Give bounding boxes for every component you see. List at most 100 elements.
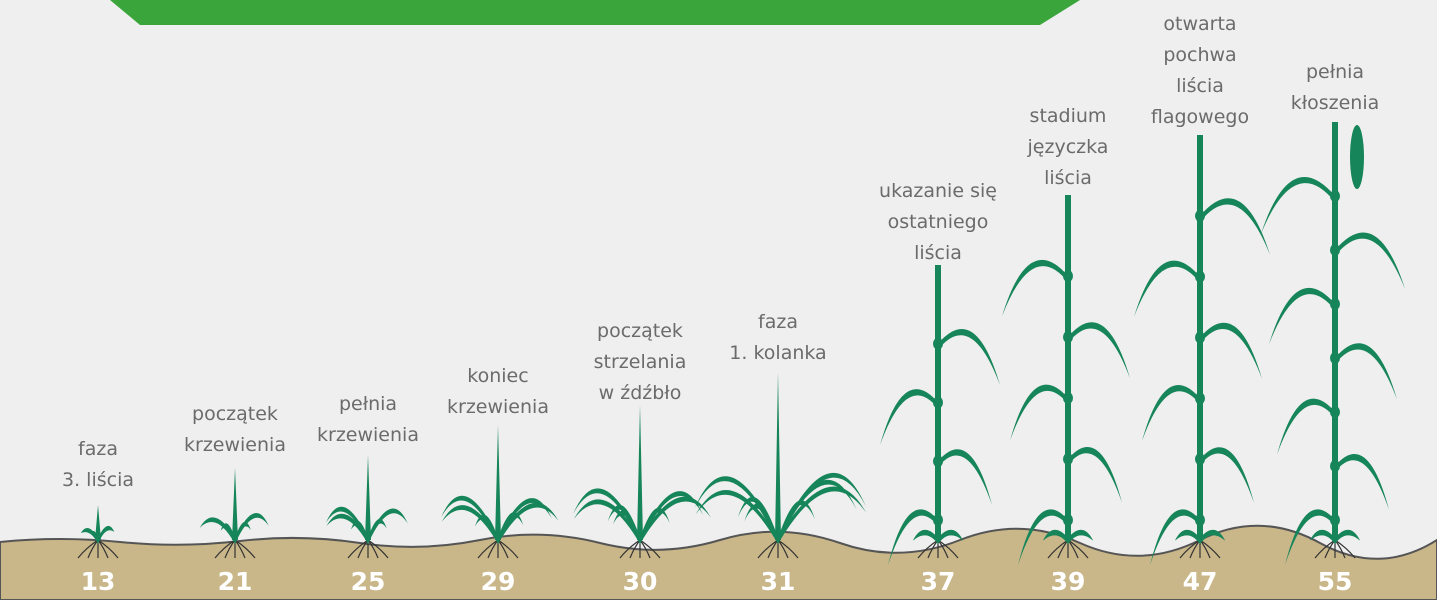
leaf xyxy=(640,496,711,544)
plants xyxy=(77,122,1405,565)
plant xyxy=(1261,122,1405,565)
leaf xyxy=(778,500,815,544)
stage-label: flagowego xyxy=(1151,106,1249,128)
stage-label: języczka xyxy=(1027,136,1109,158)
leaf xyxy=(1285,509,1335,565)
leaf xyxy=(1150,509,1200,565)
stage-code: 37 xyxy=(921,567,956,596)
leaf xyxy=(737,496,778,544)
stage-label: krzewienia xyxy=(317,424,419,446)
soil xyxy=(0,524,1437,600)
leaf xyxy=(80,527,98,544)
plant xyxy=(77,505,119,559)
leaf xyxy=(326,513,368,544)
leaf xyxy=(498,512,524,544)
leaf xyxy=(637,405,643,540)
stage-label: krzewienia xyxy=(447,396,549,418)
node xyxy=(1063,331,1073,343)
stage-label: ostatniego xyxy=(888,211,989,233)
node xyxy=(1063,453,1073,465)
stage-label: liścia xyxy=(914,242,962,264)
node xyxy=(1195,514,1205,526)
leaf xyxy=(778,472,866,544)
stage-label: krzewienia xyxy=(184,434,286,456)
leaf xyxy=(1068,447,1122,503)
leaf xyxy=(1010,384,1068,441)
stage-label: liścia xyxy=(1176,75,1224,97)
stage-label: początek xyxy=(597,320,683,342)
stage-label: 1. kolanka xyxy=(729,342,826,364)
stage-label: otwarta xyxy=(1163,13,1236,35)
leaf xyxy=(1200,322,1262,379)
leaf xyxy=(573,499,640,544)
node xyxy=(933,514,943,526)
node xyxy=(1195,331,1205,344)
leaf xyxy=(1269,287,1335,345)
plant xyxy=(1134,135,1270,565)
stage-label: strzelania xyxy=(594,351,687,373)
stage-label: kłoszenia xyxy=(1291,92,1380,114)
root xyxy=(97,539,119,559)
root xyxy=(477,539,499,559)
node xyxy=(1330,460,1340,472)
leaf xyxy=(938,449,992,506)
node xyxy=(1063,514,1073,526)
leaf xyxy=(325,506,368,544)
leaf xyxy=(95,505,101,540)
leaf xyxy=(1134,260,1200,317)
leaf xyxy=(1043,529,1068,544)
stage-code: 30 xyxy=(623,567,658,596)
stage-code: 39 xyxy=(1051,567,1086,596)
leaf xyxy=(1002,259,1068,317)
leaf xyxy=(1018,509,1068,565)
stage-label: pochwa xyxy=(1163,44,1236,66)
root xyxy=(619,539,641,559)
leaf xyxy=(441,495,498,544)
ear xyxy=(1350,125,1364,189)
node xyxy=(933,455,943,468)
leaf xyxy=(913,529,938,544)
leaf xyxy=(640,507,670,544)
plant xyxy=(325,455,408,559)
leaf xyxy=(235,521,251,544)
stage-label: w źdźbło xyxy=(599,382,682,404)
leaf xyxy=(1068,529,1093,544)
stage-label: pełnia xyxy=(339,393,397,415)
leaf xyxy=(365,455,371,540)
leaf xyxy=(1200,447,1254,503)
leaf xyxy=(1335,529,1360,544)
leaf xyxy=(775,372,781,540)
leaf xyxy=(498,498,552,544)
leaf xyxy=(1335,454,1389,510)
node xyxy=(1330,406,1340,418)
node xyxy=(1195,270,1205,283)
stage-label: faza xyxy=(758,311,798,333)
root xyxy=(77,539,99,559)
leaf xyxy=(694,476,778,544)
leaf xyxy=(1277,398,1335,455)
node xyxy=(933,337,943,350)
root xyxy=(214,539,236,559)
node xyxy=(1195,209,1205,222)
node xyxy=(1063,392,1073,404)
node xyxy=(1330,514,1340,526)
node xyxy=(1330,352,1340,364)
leaf xyxy=(498,502,559,544)
node xyxy=(933,396,943,409)
stage-code: 47 xyxy=(1183,567,1218,596)
leaf xyxy=(232,468,238,540)
leaf xyxy=(573,488,640,544)
plant xyxy=(441,425,559,559)
leaf xyxy=(1068,322,1130,379)
leaf xyxy=(607,504,640,544)
stage-label: stadium xyxy=(1030,105,1107,127)
stage-code: 25 xyxy=(351,567,386,596)
node xyxy=(1330,190,1340,202)
leaf xyxy=(938,329,1000,386)
node xyxy=(1195,392,1205,405)
root xyxy=(777,539,799,559)
node xyxy=(1195,453,1205,466)
leaf xyxy=(1200,529,1225,544)
stage-label: liścia xyxy=(1044,167,1092,189)
